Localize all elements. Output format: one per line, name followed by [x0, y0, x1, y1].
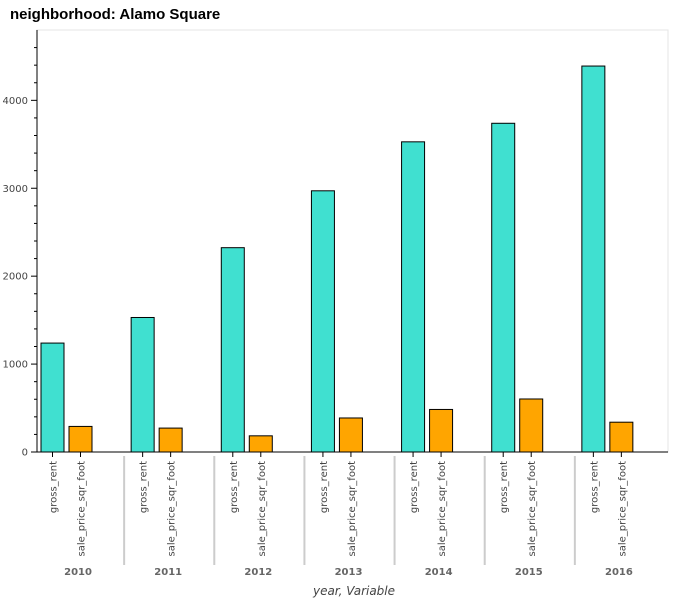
- x-year-label: 2015: [515, 567, 543, 578]
- y-tick-label: 4000: [3, 96, 28, 107]
- bars: [40, 65, 634, 453]
- bar-gross_rent-2013[interactable]: [310, 190, 335, 453]
- x-year-label: 2012: [244, 567, 272, 578]
- x-axis: gross_rent sale_price_sqr_foot 2010 gross_r…: [37, 451, 668, 578]
- x-variable-label: sale_price_sqr_foot: [617, 461, 628, 557]
- y-tick-label: 0: [22, 448, 28, 459]
- x-year-label: 2013: [335, 567, 363, 578]
- bar-sale_price_sqr_foot-2012[interactable]: [248, 435, 273, 453]
- bar-sale_price_sqr_foot-2016[interactable]: [609, 421, 634, 453]
- bar-sale_price_sqr_foot-2013[interactable]: [338, 417, 363, 453]
- x-variable-label: gross_rent: [319, 461, 330, 513]
- bar-gross_rent-2015[interactable]: [491, 122, 516, 453]
- x-variable-label: sale_price_sqr_foot: [257, 461, 268, 557]
- bar-gross_rent-2012[interactable]: [220, 247, 245, 453]
- bar-sale_price_sqr_foot-2010[interactable]: [68, 425, 93, 453]
- x-variable-label: gross_rent: [589, 461, 600, 513]
- x-variable-label: sale_price_sqr_foot: [77, 461, 88, 557]
- bar-sale_price_sqr_foot-2015[interactable]: [519, 398, 544, 453]
- x-year-label: 2016: [605, 567, 633, 578]
- x-variable-label: sale_price_sqr_foot: [167, 461, 178, 557]
- bar-gross_rent-2010[interactable]: [40, 342, 65, 453]
- x-year-label: 2014: [425, 567, 453, 578]
- x-variable-label: gross_rent: [409, 461, 420, 513]
- bar-gross_rent-2014[interactable]: [401, 141, 426, 453]
- y-axis: 0 1000 2000 3000 4000: [3, 30, 38, 459]
- bar-gross_rent-2011[interactable]: [130, 316, 155, 453]
- y-tick-label: 3000: [3, 184, 28, 195]
- y-tick-label: 2000: [3, 272, 28, 283]
- x-year-label: 2011: [154, 567, 182, 578]
- x-axis-title: year, Variable: [312, 584, 395, 598]
- bar-sale_price_sqr_foot-2014[interactable]: [429, 408, 454, 453]
- x-year-label: 2010: [64, 567, 92, 578]
- y-tick-label: 1000: [3, 360, 28, 371]
- x-variable-label: gross_rent: [139, 461, 150, 513]
- chart-title: neighborhood: Alamo Square: [10, 6, 221, 23]
- x-variable-label: gross_rent: [499, 461, 510, 513]
- bar-sale_price_sqr_foot-2011[interactable]: [158, 427, 183, 453]
- x-variable-label: gross_rent: [49, 461, 60, 513]
- bar-gross_rent-2016[interactable]: [581, 65, 606, 453]
- x-variable-label: sale_price_sqr_foot: [347, 461, 358, 557]
- x-variable-label: sale_price_sqr_foot: [527, 461, 538, 557]
- x-variable-label: gross_rent: [229, 461, 240, 513]
- x-variable-label: sale_price_sqr_foot: [437, 461, 448, 557]
